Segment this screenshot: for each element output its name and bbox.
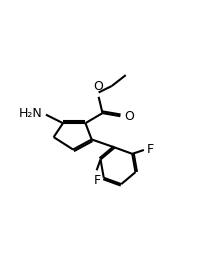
Text: H₂N: H₂N	[18, 107, 42, 120]
Text: F: F	[147, 143, 154, 156]
Text: O: O	[124, 110, 134, 123]
Text: O: O	[93, 80, 103, 93]
Text: F: F	[94, 174, 101, 187]
